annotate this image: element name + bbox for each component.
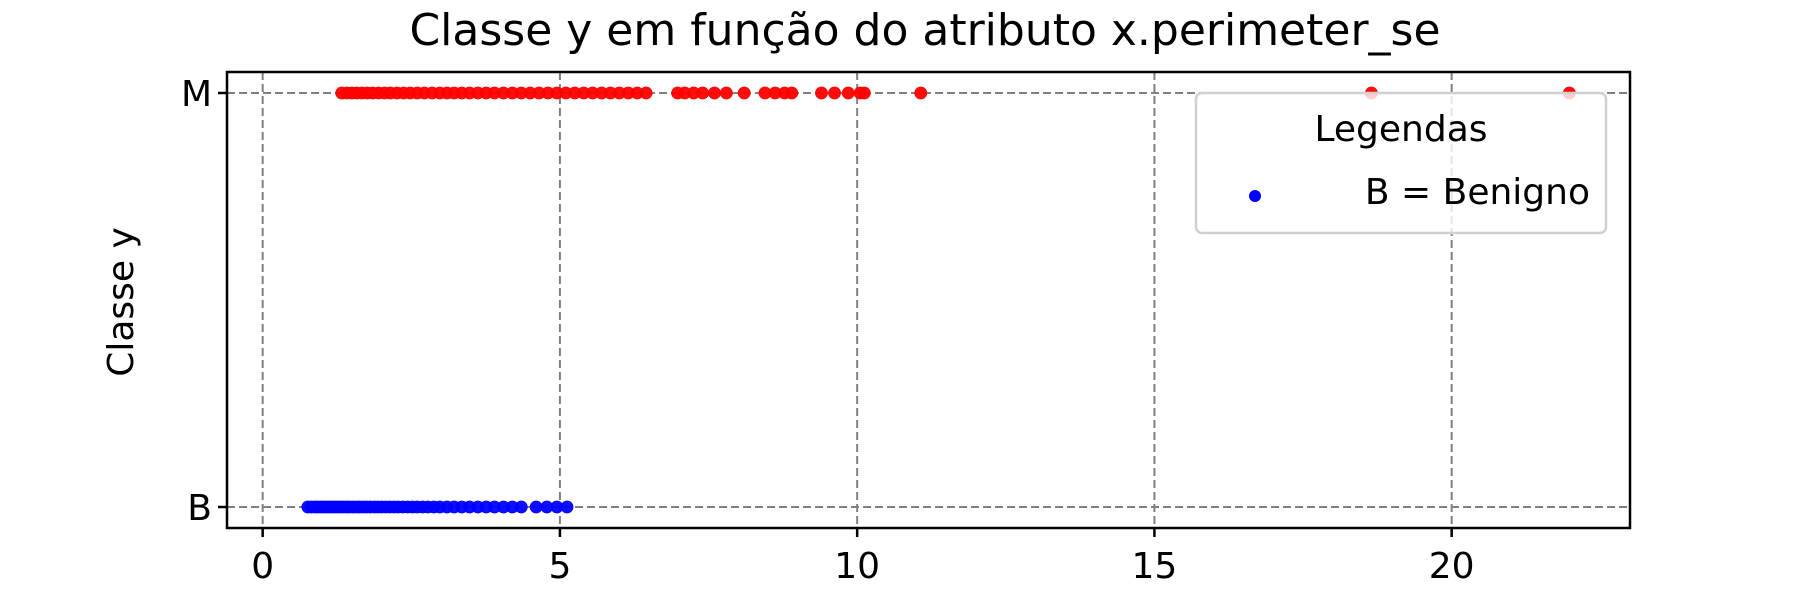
y-axis-label: Classe y	[101, 227, 142, 377]
point-m-54	[841, 86, 855, 100]
x-tick-label-10: 10	[834, 546, 880, 587]
point-m-51	[785, 86, 799, 100]
point-m-45	[708, 86, 721, 100]
x-tick-label-5: 5	[548, 546, 571, 587]
y-tick-label-M: M	[181, 74, 212, 115]
plot-frame	[225, 70, 1632, 530]
point-m-46	[719, 86, 733, 100]
point-m-53	[828, 86, 841, 100]
x-tick-label-0: 0	[251, 546, 274, 587]
point-m-52	[815, 86, 828, 100]
legend: Legendas B = Benigno	[1194, 91, 1608, 235]
point-m-44	[696, 86, 709, 100]
chart-title: Classe y em função do atributo x.perimet…	[409, 5, 1440, 56]
axis-ticks: 0 5 10 15 20 B M	[181, 74, 1475, 587]
data-points	[301, 86, 1576, 514]
point-benigno-45	[514, 500, 528, 514]
legend-marker-benigno	[1249, 190, 1261, 202]
x-tick-label-15: 15	[1132, 546, 1178, 587]
point-m-57	[914, 86, 928, 100]
point-benigno-49	[560, 500, 574, 514]
point-benigno-46	[529, 500, 543, 514]
point-m-40	[639, 86, 653, 100]
legend-box	[1194, 91, 1608, 235]
legend-label-benigno: B = Benigno	[1365, 172, 1590, 213]
y-tick-label-B: B	[187, 488, 212, 529]
legend-title: Legendas	[1314, 109, 1487, 150]
x-tick-label-20: 20	[1429, 546, 1475, 587]
point-m-47	[737, 86, 751, 100]
point-m-56	[857, 86, 871, 100]
